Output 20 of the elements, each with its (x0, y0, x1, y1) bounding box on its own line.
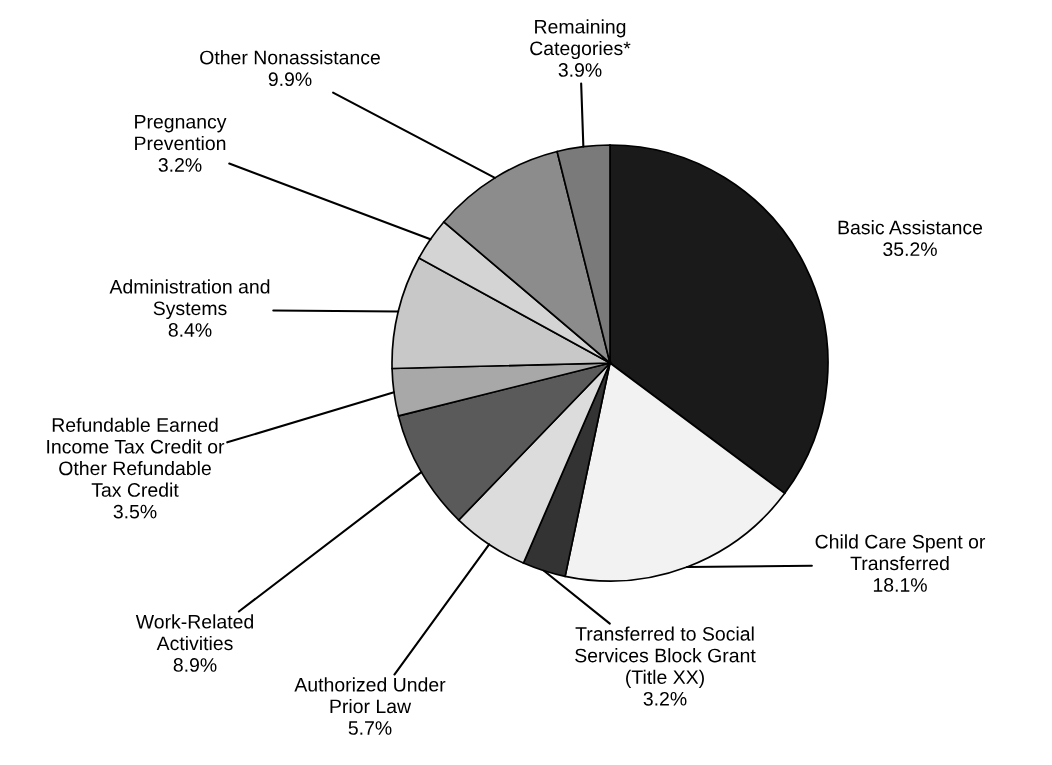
slice-label: Child Care Spent or Transferred (815, 534, 986, 571)
slice-label: Transferred to Social Services Block Grant (Title XX) (575, 626, 756, 688)
slice-label: Authorized Under Prior Law (294, 677, 446, 714)
slice-label: Work-Related Activities (135, 614, 254, 651)
data-label: 8.9% (173, 658, 217, 672)
slice-label: Administration and Systems (109, 279, 270, 320)
data-label: 35.2% (883, 242, 937, 257)
slice-label: Pregnancy Prevention (135, 115, 227, 151)
data-label: 9.9% (268, 72, 312, 87)
data-label: 3.2% (158, 158, 202, 172)
data-label: 3.9% (558, 63, 602, 77)
slice-label: Remaining Categories* (530, 19, 631, 60)
data-label: 5.7% (348, 721, 392, 735)
slice-label: Basic Assistance (838, 220, 983, 235)
data-label: 18.1% (873, 578, 927, 592)
data-label: 3.2% (643, 691, 687, 706)
slice-label: Refundable Earned Income Tax Credit or Other Refundable Tax Credit (47, 417, 225, 497)
data-label: 3.5% (113, 504, 157, 519)
slice-label: Other Nonassistance (200, 50, 380, 65)
data-label: 8.4% (168, 323, 212, 337)
